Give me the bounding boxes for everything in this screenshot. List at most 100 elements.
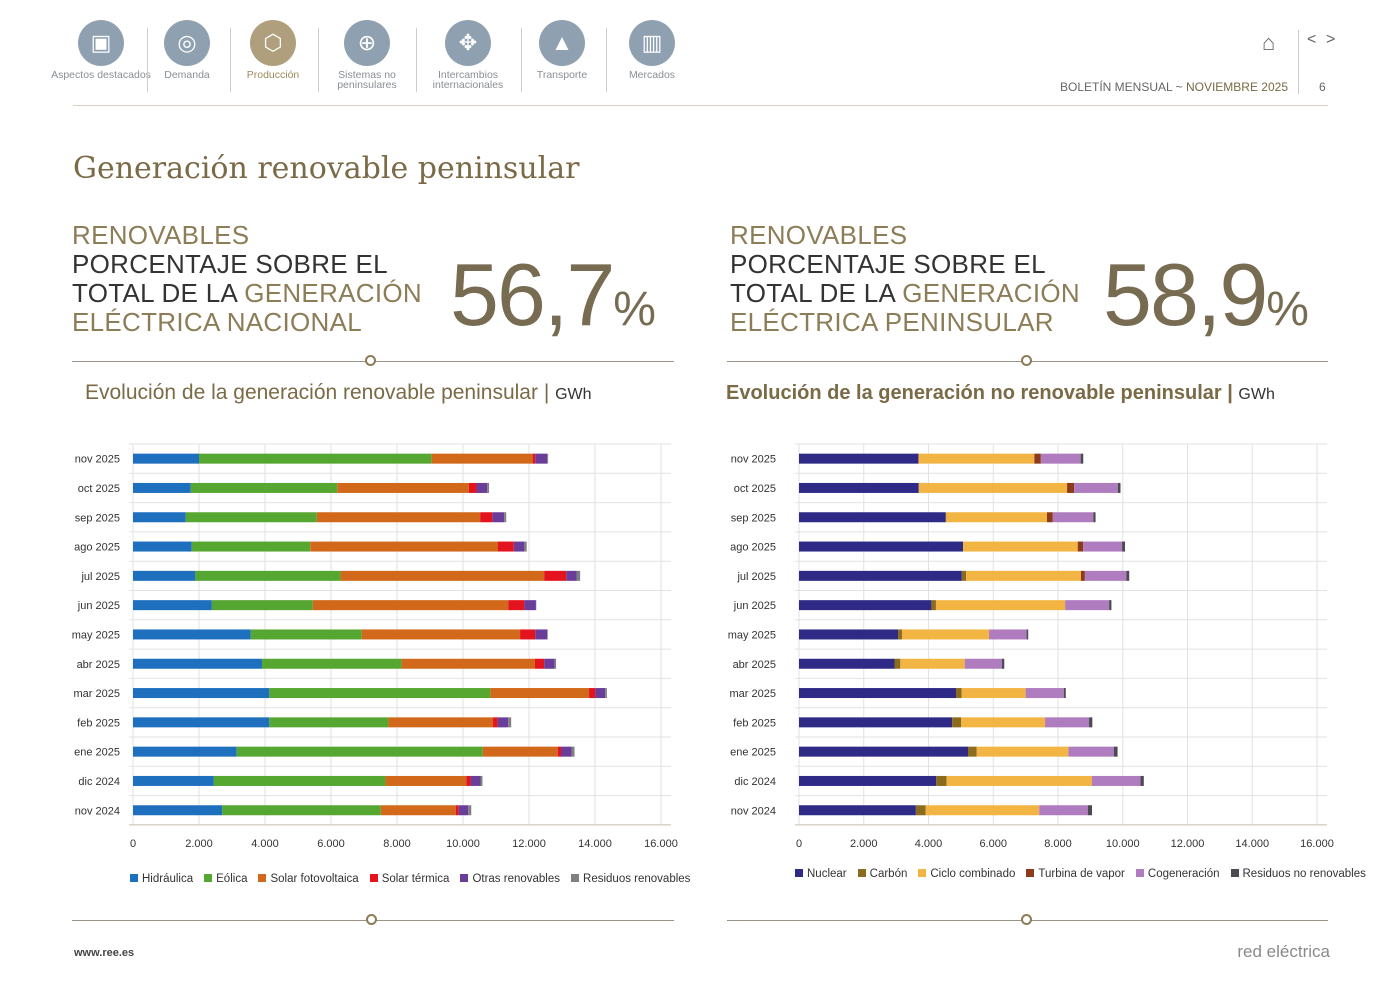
next-page-button[interactable]: >: [1326, 31, 1336, 48]
legend-label: Turbina de vapor: [1038, 868, 1125, 880]
arrows-icon: ✥: [445, 20, 491, 66]
legend-item: Carbón: [857, 868, 907, 880]
y-tick-label: dic 2024: [734, 776, 776, 788]
nav-item-6[interactable]: ▥ Mercados: [602, 20, 702, 80]
bar-segment-cogeneración: [1045, 717, 1090, 728]
bar-segment-nuclear: [799, 482, 919, 493]
bar-segment-otras-renovables: [492, 512, 505, 523]
bar-segment-nuclear: [799, 688, 957, 699]
bar-segment-otras-renovables: [535, 629, 548, 640]
bar-segment-residuos-renovables: [547, 453, 549, 464]
nav-separator: [521, 28, 522, 92]
bar-segment-residuos-renovables: [524, 541, 527, 552]
bar-segment-otras-renovables: [513, 541, 525, 552]
x-tick-label: 2.000: [185, 838, 213, 850]
nav-item-0[interactable]: ▣ Aspectos destacados: [51, 20, 151, 80]
nav-item-1[interactable]: ◎ Demanda: [137, 20, 237, 80]
bar-segment-nuclear: [799, 746, 968, 757]
bar-segment-ciclo-combinado: [946, 512, 1047, 523]
bar-segment-residuos-renovables: [605, 688, 607, 699]
nav-separator: [416, 28, 417, 92]
x-tick-label: 12.000: [512, 838, 546, 850]
bar-segment-carbón: [945, 512, 947, 523]
kpi-left-value: 56,7%: [450, 244, 656, 346]
legend-label: Solar fotovoltaica: [270, 873, 359, 885]
legend-item: Residuos no renovables: [1230, 868, 1366, 880]
bar-segment-ciclo-combinado: [966, 570, 1081, 581]
bar-segment-otras-renovables: [566, 570, 577, 581]
y-tick-label: nov 2024: [75, 805, 120, 817]
bar-segment-carbón: [915, 805, 926, 816]
divider-knot-icon: [366, 914, 377, 925]
bulletin-month: NOVIEMBRE 2025: [1185, 80, 1288, 94]
x-tick-label: 8.000: [383, 838, 411, 850]
bar-segment-hidráulica: [133, 805, 223, 816]
bar-segment-eólica: [191, 541, 311, 552]
y-tick-label: jun 2025: [733, 600, 776, 612]
legend-label: Ciclo combinado: [930, 868, 1016, 880]
chart-non-renewable: 0 2.000 4.000 6.000 8.000 10.000 12.000 14.000 1…: [728, 443, 1334, 850]
bar-segment-cogeneración: [1025, 688, 1064, 699]
bar-segment-solar-fotovoltaica: [310, 541, 498, 552]
document-icon: ▣: [78, 20, 124, 66]
bar-segment-hidráulica: [133, 746, 237, 757]
bar-segment-residuos-no-renovables: [1126, 570, 1130, 581]
legend-swatch: [1230, 869, 1239, 877]
bar-segment-carbón: [956, 688, 962, 699]
legend-item: Eólica: [204, 873, 247, 885]
x-tick-label: 0: [796, 838, 802, 850]
bar-segment-residuos-renovables: [576, 570, 581, 581]
chart-left-legend: Hidráulica Eólica Solar fotovoltaica Solar …: [130, 873, 690, 885]
nav-item-5[interactable]: ▲ Transporte: [512, 20, 612, 80]
legend-item: Solar térmica: [369, 873, 449, 885]
bulletin-name: BOLETÍN MENSUAL: [1060, 80, 1173, 94]
bar-segment-solar-térmica: [480, 512, 493, 523]
divider-knot-icon: [365, 355, 376, 366]
nav-item-label: Aspectos destacados: [51, 69, 151, 81]
bar-segment-cogeneración: [1068, 746, 1115, 757]
header-rule: [73, 105, 1328, 106]
y-tick-label: may 2025: [728, 629, 776, 641]
home-icon[interactable]: ⌂: [1262, 30, 1276, 55]
bar-segment-eólica: [262, 658, 402, 669]
bar-segment-solar-térmica: [534, 658, 545, 669]
nav-item-2[interactable]: ⬡ Producción: [223, 20, 323, 80]
bar-segment-ciclo-combinado: [935, 600, 1066, 611]
legend-item: Cogeneración: [1135, 868, 1220, 880]
nav-item-3[interactable]: ⊕ Sistemas no peninsulares: [317, 20, 417, 90]
bar-segment-solar-térmica: [544, 570, 567, 581]
bar-segment-ciclo-combinado: [961, 688, 1026, 699]
kpi-left-line2: PORCENTAJE SOBRE EL: [72, 249, 388, 279]
bar-segment-eólica: [185, 512, 317, 523]
chart-right-legend: Nuclear Carbón Ciclo combinado Turbina de v…: [795, 868, 1366, 880]
legend-swatch: [795, 869, 803, 877]
y-tick-label: nov 2025: [731, 454, 776, 466]
prev-page-button[interactable]: <: [1307, 31, 1317, 48]
bar-segment-otras-renovables: [458, 805, 469, 816]
bar-segment-otras-renovables: [497, 717, 509, 728]
bar-segment-solar-fotovoltaica: [431, 453, 533, 464]
bar-segment-nuclear: [799, 600, 932, 611]
bar-segment-turbina-de-vapor: [1067, 482, 1075, 493]
bar-segment-otras-renovables: [470, 775, 481, 786]
bar-segment-ciclo-combinado: [918, 453, 1035, 464]
bar-segment-nuclear: [799, 512, 946, 523]
y-tick-label: abr 2025: [733, 659, 776, 671]
kpi-right-line4: ELÉCTRICA PENINSULAR: [730, 307, 1054, 337]
x-tick-label: 4.000: [251, 838, 279, 850]
y-tick-label: mar 2025: [730, 688, 776, 700]
bar-segment-eólica: [222, 805, 381, 816]
legend-item: Hidráulica: [130, 873, 193, 885]
nav-item-label: Intercambios internacionales: [432, 69, 504, 91]
divider-knot-icon: [1021, 355, 1032, 366]
bar-segment-nuclear: [799, 453, 919, 464]
bar-segment-carbón: [898, 629, 902, 640]
nav-separator: [606, 28, 607, 92]
brand-logo: red eléctrica: [1237, 942, 1330, 961]
footer-url[interactable]: www.ree.es: [74, 947, 135, 959]
y-tick-label: jun 2025: [77, 600, 120, 612]
bar-segment-residuos-no-renovables: [1087, 805, 1092, 816]
nav-item-4[interactable]: ✥ Intercambios internacionales: [418, 20, 518, 90]
bar-segment-eólica: [190, 482, 338, 493]
